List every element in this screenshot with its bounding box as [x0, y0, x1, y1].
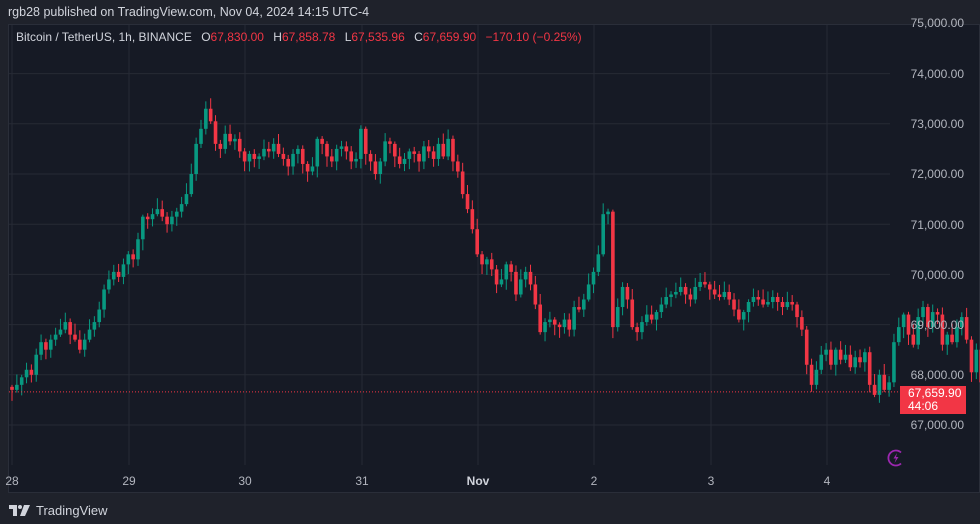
- price-tick: 69,000.00: [910, 318, 964, 332]
- price-tick: 74,000.00: [910, 67, 964, 81]
- price-tick: 72,000.00: [910, 167, 964, 181]
- tradingview-logo[interactable]: TradingView: [9, 503, 108, 518]
- time-tick: 31: [355, 474, 369, 488]
- close-value: 67,659.90: [422, 30, 477, 44]
- high-key: H: [273, 30, 282, 44]
- chart-pane[interactable]: [8, 24, 892, 493]
- last-price-label: 67,659.90 44:06: [900, 386, 966, 414]
- price-axis[interactable]: [891, 24, 980, 493]
- open-key: O: [201, 30, 211, 44]
- last-price-value: 67,659.90: [908, 386, 962, 400]
- price-tick: 67,000.00: [910, 418, 964, 432]
- price-tick: 75,000.00: [910, 16, 964, 30]
- time-tick: 30: [238, 474, 252, 488]
- time-tick: 4: [823, 474, 831, 488]
- tradingview-label: TradingView: [36, 503, 108, 518]
- low-value: 67,535.96: [351, 30, 405, 44]
- time-tick: 3: [707, 474, 715, 488]
- time-tick: 2: [590, 474, 598, 488]
- time-tick: 28: [5, 474, 19, 488]
- close-key: C: [414, 30, 423, 44]
- symbol-label[interactable]: Bitcoin / TetherUS, 1h, BINANCE: [16, 30, 192, 44]
- price-tick: 73,000.00: [910, 117, 964, 131]
- low-key: L: [344, 30, 352, 44]
- tradingview-logo-icon: [9, 504, 30, 516]
- price-tick: 71,000.00: [910, 218, 964, 232]
- price-tick: 70,000.00: [910, 268, 964, 282]
- bar-countdown: 44:06: [908, 399, 939, 413]
- time-tick: 29: [122, 474, 136, 488]
- time-tick-month: Nov: [466, 474, 490, 488]
- lightning-icon[interactable]: [886, 448, 906, 473]
- open-value: 67,830.00: [210, 30, 264, 44]
- price-tick: 68,000.00: [910, 368, 964, 382]
- high-value: 67,858.78: [281, 30, 336, 44]
- change-value: −170.10 (−0.25%): [485, 30, 582, 44]
- publisher-line: rgb28 published on TradingView.com, Nov …: [8, 5, 370, 19]
- ohlc-legend: Bitcoin / TetherUS, 1h, BINANCE O67,830.…: [16, 30, 582, 44]
